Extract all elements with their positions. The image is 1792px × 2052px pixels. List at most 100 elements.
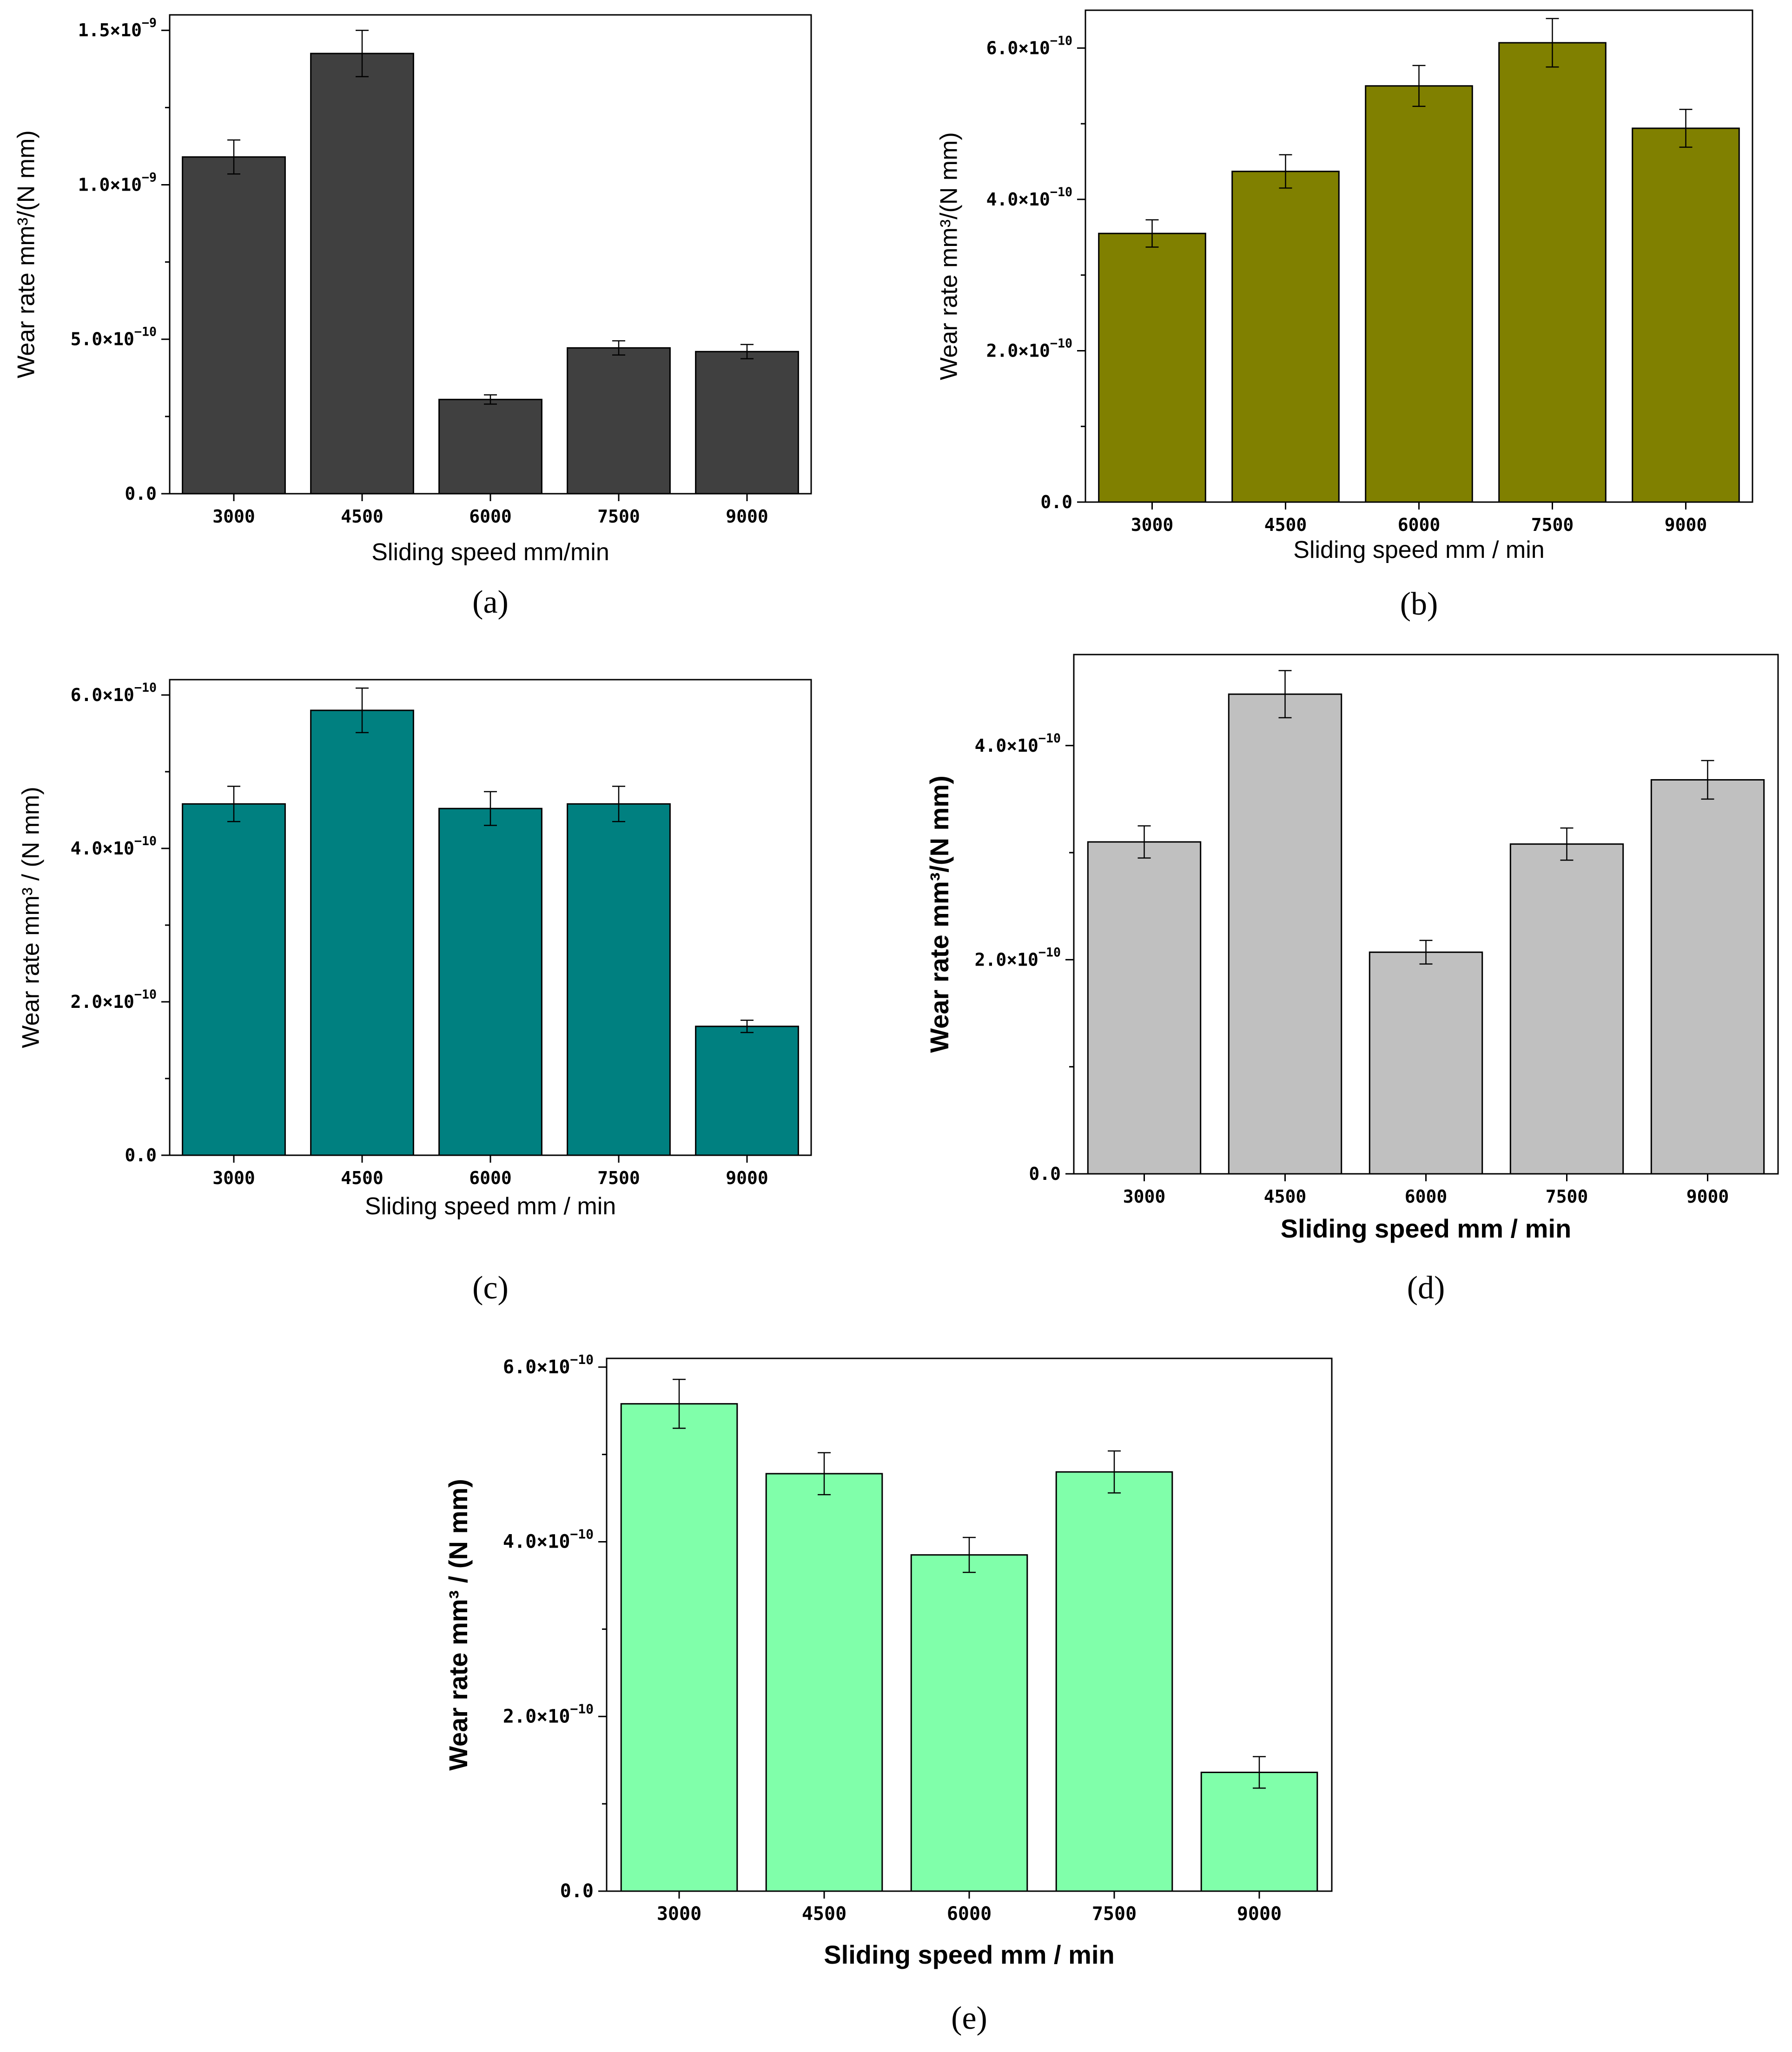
y-tick-exponent: −10 <box>1038 945 1061 960</box>
x-tick-label: 7500 <box>597 506 640 527</box>
y-tick-label: 1.0×10−9 <box>78 170 157 195</box>
x-tick-label: 3000 <box>1131 515 1174 535</box>
y-tick-label: 2.0×10−10 <box>503 1701 594 1727</box>
y-tick-mantissa: 4.0×10 <box>986 189 1050 210</box>
bar <box>1228 693 1342 1175</box>
y-tick-exponent: −9 <box>142 170 157 185</box>
y-tick-mantissa: 1.5×10 <box>78 20 142 40</box>
x-axis-title: Sliding speed mm / min <box>1281 1214 1571 1243</box>
x-tick-label: 9000 <box>1686 1186 1729 1207</box>
bar <box>1055 1471 1173 1892</box>
y-tick-mantissa: 5.0×10 <box>71 329 134 350</box>
bar <box>1498 42 1607 503</box>
y-tick-exponent: −10 <box>570 1527 594 1542</box>
y-tick-exponent: −9 <box>142 16 157 30</box>
bar <box>1632 127 1740 503</box>
bar <box>695 1026 799 1156</box>
bar <box>567 803 671 1156</box>
y-tick-mantissa: 4.0×10 <box>71 838 134 859</box>
x-tick-label: 3000 <box>657 1903 701 1925</box>
x-tick-label: 4500 <box>1264 1186 1307 1207</box>
y-tick-mantissa: 0.0 <box>125 483 157 504</box>
bar <box>438 398 542 495</box>
bar <box>182 803 286 1156</box>
y-tick-exponent: −10 <box>134 681 157 695</box>
bar <box>910 1554 1028 1892</box>
y-tick-mantissa: 0.0 <box>1040 492 1072 512</box>
panel-label: (a) <box>472 584 509 620</box>
y-tick-label: 6.0×10−10 <box>503 1352 594 1378</box>
x-tick-label: 9000 <box>1665 515 1707 535</box>
x-axis-title: Sliding speed mm / min <box>1293 536 1544 563</box>
bar <box>1098 232 1206 503</box>
panel-label: (c) <box>472 1270 509 1306</box>
y-tick-label: 0.0 <box>1029 1164 1061 1184</box>
y-tick-label: 5.0×10−10 <box>71 325 157 350</box>
x-tick-label: 4500 <box>341 506 384 527</box>
y-tick-exponent: −10 <box>134 987 157 1002</box>
x-tick-label: 7500 <box>597 1168 640 1188</box>
bar <box>765 1473 883 1892</box>
x-tick-label: 9000 <box>1237 1903 1282 1925</box>
bar <box>620 1403 738 1892</box>
y-tick-label: 6.0×10−10 <box>986 33 1072 58</box>
y-tick-mantissa: 6.0×10 <box>71 685 134 705</box>
x-axis-title: Sliding speed mm / min <box>365 1193 616 1220</box>
bar <box>310 709 414 1156</box>
y-tick-label: 1.5×10−9 <box>78 16 157 40</box>
y-tick-label: 4.0×10−10 <box>975 731 1061 756</box>
chart-b: 3000 4500 6000 7500 90000.02.0×10−104.0×10−1… <box>936 9 1753 622</box>
y-tick-mantissa: 6.0×10 <box>986 38 1050 58</box>
y-tick-label: 0.0 <box>125 1145 157 1165</box>
y-tick-exponent: −10 <box>134 834 157 848</box>
x-tick-label: 4500 <box>802 1903 846 1925</box>
x-axis-title: Sliding speed mm/min <box>371 539 609 566</box>
bar <box>1200 1771 1318 1892</box>
x-tick-label: 7500 <box>1092 1903 1137 1925</box>
panel-label: (b) <box>1400 586 1438 622</box>
y-tick-label: 4.0×10−10 <box>503 1527 594 1553</box>
y-tick-label: 2.0×10−10 <box>986 336 1072 361</box>
y-tick-label: 0.0 <box>1040 492 1072 512</box>
y-axis-title: Wear rate mm³/(N mm) <box>13 130 40 378</box>
y-tick-exponent: −10 <box>1050 336 1072 351</box>
y-axis-title: Wear rate mm³ / (N mm) <box>443 1479 473 1771</box>
y-tick-mantissa: 2.0×10 <box>975 949 1038 970</box>
panel-label: (e) <box>951 2000 987 2036</box>
y-tick-label: 4.0×10−10 <box>986 185 1072 210</box>
y-tick-label: 2.0×10−10 <box>71 987 157 1012</box>
y-tick-mantissa: 2.0×10 <box>503 1706 570 1727</box>
y-tick-exponent: −10 <box>570 1701 594 1716</box>
x-tick-label: 7500 <box>1546 1186 1588 1207</box>
bar <box>182 156 286 495</box>
x-tick-label: 3000 <box>1123 1186 1166 1207</box>
bar <box>1509 843 1624 1175</box>
x-tick-label: 9000 <box>726 506 768 527</box>
x-axis-title: Sliding speed mm / min <box>824 1940 1114 1969</box>
x-tick-label: 9000 <box>726 1168 768 1188</box>
y-tick-mantissa: 4.0×10 <box>975 735 1038 756</box>
y-tick-exponent: −10 <box>1038 731 1061 746</box>
x-tick-label: 6000 <box>1405 1186 1448 1207</box>
bar <box>1365 85 1473 503</box>
y-tick-mantissa: 0.0 <box>560 1880 594 1902</box>
x-tick-label: 6000 <box>469 1168 512 1188</box>
bar <box>1369 951 1483 1175</box>
x-tick-label: 4500 <box>1264 515 1307 535</box>
y-tick-exponent: −10 <box>1050 185 1072 199</box>
chart-d: 3000 4500 6000 7500 90000.02.0×10−104.0×10−1… <box>925 654 1779 1306</box>
x-tick-label: 4500 <box>341 1168 384 1188</box>
bar <box>567 347 671 495</box>
y-tick-label: 6.0×10−10 <box>71 681 157 705</box>
bar <box>1231 171 1340 503</box>
x-tick-label: 3000 <box>212 506 255 527</box>
y-tick-label: 0.0 <box>125 483 157 504</box>
bar <box>1087 841 1202 1175</box>
y-tick-mantissa: 4.0×10 <box>503 1531 570 1553</box>
x-tick-label: 6000 <box>1398 515 1441 535</box>
x-tick-label: 7500 <box>1531 515 1574 535</box>
y-tick-label: 4.0×10−10 <box>71 834 157 859</box>
y-tick-mantissa: 2.0×10 <box>986 340 1050 361</box>
y-tick-mantissa: 0.0 <box>1029 1164 1061 1184</box>
